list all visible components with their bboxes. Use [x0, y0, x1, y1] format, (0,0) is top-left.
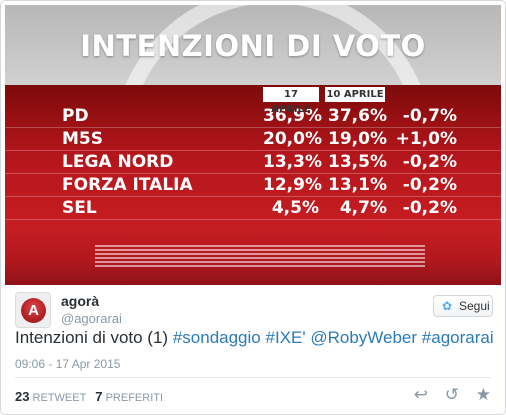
hashtag-link[interactable]: #IXE' — [265, 328, 306, 347]
follow-label: Segui — [459, 299, 490, 313]
value-difference: -0,2% — [402, 198, 457, 218]
agora-logo-icon: A — [21, 298, 46, 323]
value-17-april: 4,5% — [271, 198, 319, 218]
party-name: M5S — [62, 129, 103, 149]
value-difference: -0,2% — [402, 175, 457, 195]
tweet-text-plain: Intenzioni di voto (1) — [15, 328, 169, 347]
retweet-label[interactable]: RETWEET — [32, 392, 87, 404]
table-row: LEGA NORD 13,3% 13,5% -0,2% — [5, 151, 501, 174]
mention-link[interactable]: @RobyWeber — [310, 328, 418, 347]
hashtag-link[interactable]: #agorarai — [421, 328, 494, 347]
divider — [15, 377, 491, 378]
party-name: SEL — [62, 198, 97, 218]
value-difference: -0,7% — [402, 106, 457, 126]
value-17-april: 36,9% — [263, 105, 322, 127]
hashtag-link[interactable]: #sondaggio — [172, 328, 261, 347]
party-name: PD — [62, 106, 89, 126]
table-row: FORZA ITALIA 12,9% 13,1% -0,2% — [5, 174, 501, 197]
reply-icon[interactable]: ↩ — [413, 385, 429, 404]
value-17-april: 12,9% — [263, 175, 322, 195]
value-10-april: 13,1% — [328, 175, 387, 195]
retweet-icon[interactable]: ↺ — [444, 385, 460, 404]
value-10-april: 4,7% — [339, 198, 387, 218]
party-name: LEGA NORD — [62, 152, 174, 172]
timestamp[interactable]: 09:06 - 17 Apr 2015 — [15, 357, 121, 371]
fine-print — [95, 243, 425, 279]
table-row: M5S 20,0% 19,0% +1,0% — [5, 128, 501, 151]
results-panel: PD 36,9% 37,6% -0,7% M5S 20,0% 19,0% +1,… — [5, 85, 501, 285]
value-17-april: 13,3% — [263, 152, 322, 172]
table-row: PD 36,9% 37,6% -0,7% — [5, 105, 501, 128]
favorite-count[interactable]: 7 — [95, 389, 103, 404]
favorite-label[interactable]: PREFERITI — [105, 392, 164, 404]
tweet-actions: ↩ ↺ ★ — [402, 385, 491, 405]
value-17-april: 20,0% — [263, 129, 322, 149]
tweet-text: Intenzioni di voto (1) #sondaggio #IXE' … — [15, 328, 494, 348]
value-10-april: 19,0% — [328, 129, 387, 149]
broadcast-title: INTENZIONI DI VOTO — [80, 29, 426, 63]
star-icon[interactable]: ★ — [475, 385, 491, 404]
tweet-stats: 23 RETWEET 7 PREFERITI — [15, 389, 163, 404]
follow-button[interactable]: ✿ Segui — [433, 295, 493, 317]
column-header-10-april: 10 APRILE — [325, 87, 385, 102]
retweet-count[interactable]: 23 — [15, 389, 30, 404]
value-10-april: 13,5% — [328, 152, 387, 172]
value-difference: -0,2% — [402, 152, 457, 172]
party-name: FORZA ITALIA — [62, 175, 193, 195]
user-handle[interactable]: @agorarai — [61, 311, 122, 326]
value-difference: +1,0% — [395, 129, 457, 149]
broadcast-image[interactable]: INTENZIONI DI VOTO PD 36,9% 37,6% -0,7% … — [5, 5, 501, 285]
table-row: SEL 4,5% 4,7% -0,2% — [5, 197, 501, 220]
display-name[interactable]: agorà — [61, 293, 100, 309]
twitter-bird-icon: ✿ — [442, 299, 453, 313]
avatar[interactable]: A — [15, 292, 51, 328]
column-header-17-april: 17 APRILE — [263, 87, 319, 115]
value-10-april: 37,6% — [328, 106, 387, 126]
